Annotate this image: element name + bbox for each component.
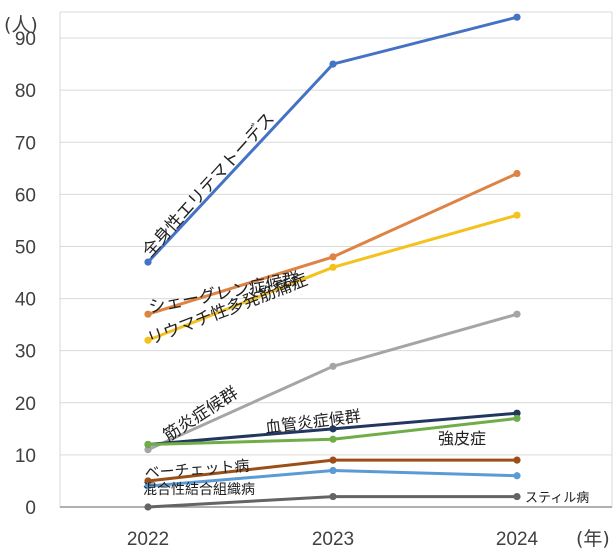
data-point [513,169,521,178]
data-point [513,13,521,21]
data-point [513,456,521,464]
data-point [329,60,337,68]
y-tick-label: 30 [15,342,36,363]
series-label: 混合性結合組織病 [143,482,255,498]
data-point [329,263,337,271]
data-point [329,492,337,501]
data-point [513,414,521,423]
series-label: 強皮症 [438,429,486,448]
y-tick-label: 20 [15,394,36,415]
data-point [144,477,152,485]
series-label: 全身性エリテマトーデス [138,108,279,261]
data-point [513,211,521,219]
y-tick-label: 60 [15,185,36,206]
data-point [144,503,152,511]
data-point [329,456,337,464]
y-tick-label: 10 [15,446,36,467]
y-tick-label: 70 [15,133,36,154]
y-unit-label: (人) [4,14,38,36]
x-tick-label: 2023 [312,529,354,550]
data-point [144,440,152,449]
series-line [146,15,519,264]
data-point [329,435,337,443]
data-point [329,253,337,261]
data-point [329,466,337,475]
data-point [329,425,337,433]
data-point [513,472,521,480]
data-point [144,336,152,344]
data-point [513,310,521,318]
axes [59,11,613,508]
series-group [144,13,521,511]
series-label: スティル病 [525,491,589,506]
tick-labels: 0 10 20 30 40 50 60 70 80 90 2022 2023 2024 [15,29,539,550]
y-tick-label: 90 [15,29,36,50]
y-tick-label: 80 [15,81,36,102]
data-point [144,446,152,454]
plot-frame [59,11,613,508]
x-tick-label: 2022 [127,529,169,550]
y-tick-label: 0 [25,498,36,519]
y-tick-label: 50 [15,237,36,258]
data-point [513,409,521,417]
y-tick-label: 40 [15,290,36,311]
data-point [144,258,152,266]
data-point [144,310,152,318]
data-point [329,362,337,370]
data-point [513,492,521,501]
data-point [144,482,152,490]
x-unit-label: (年) [576,528,610,550]
gridlines [60,37,612,456]
series-label: 血管炎症候群 [264,406,362,437]
x-tick-label: 2024 [496,529,539,550]
